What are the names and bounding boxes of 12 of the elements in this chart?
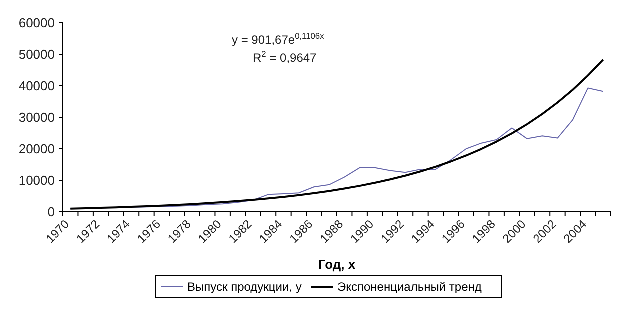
y-tick-label: 10000 (18, 173, 55, 188)
annotation: y = 901,67e$^{0,1106x}$ (232, 31, 326, 47)
legend-label: Экспоненциальный тренд (338, 280, 482, 294)
y-tick-label: 20000 (18, 142, 55, 157)
y-tick-label: 50000 (18, 47, 55, 62)
x-axis-title: Год, x (318, 257, 356, 272)
y-tick-label: 60000 (18, 16, 55, 31)
legend-label: Выпуск продукции, y (188, 280, 302, 294)
y-tick-label: 30000 (18, 110, 55, 126)
y-tick-label: 0 (48, 204, 55, 220)
annotation: R$^{2}$ = 0,9647 (253, 49, 318, 65)
y-tick-label: 40000 (18, 78, 55, 94)
